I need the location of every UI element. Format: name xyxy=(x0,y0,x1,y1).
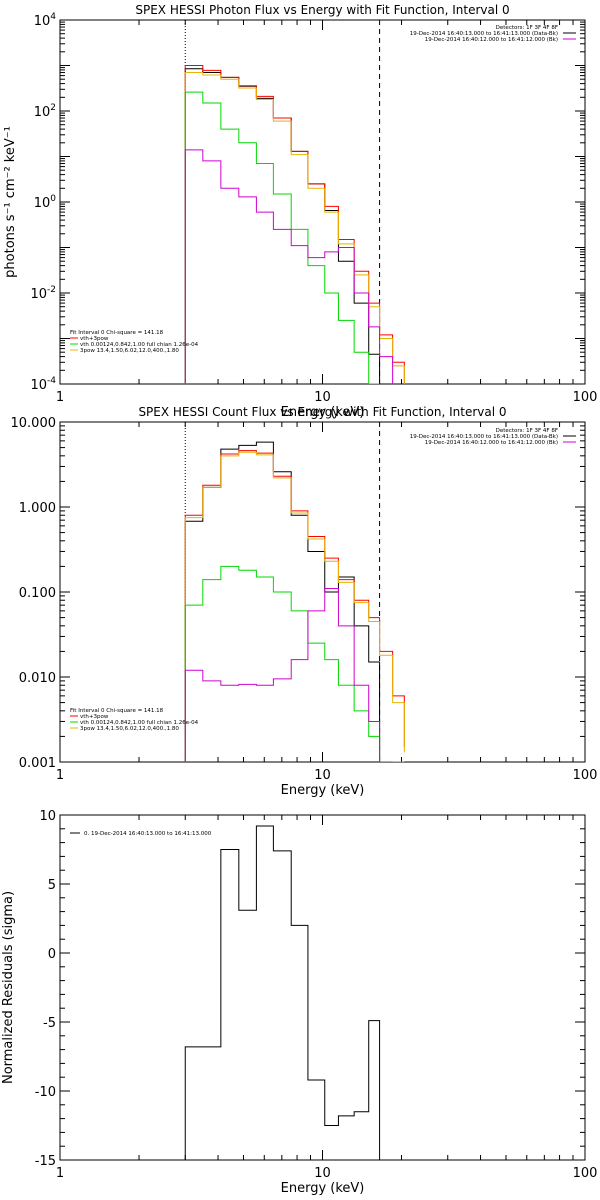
series-magenta-line xyxy=(184,149,394,384)
fit-legend-line: 3pow 13.4,1.50,6.02,12.0,400.,1.80 xyxy=(80,348,179,354)
y-tick-label: 100 xyxy=(34,194,57,211)
y-axis-label: Normalized Residuals (sigma) xyxy=(1,891,16,1084)
series-red-line xyxy=(184,65,405,384)
y-tick-label: 0.010 xyxy=(19,671,56,686)
series-black-line xyxy=(184,825,381,1160)
series-green-line xyxy=(184,91,380,384)
plot-frame xyxy=(59,814,586,1161)
series-green-line xyxy=(184,565,405,762)
y-tick-label: 5 xyxy=(48,878,56,893)
y-tick-label: -5 xyxy=(43,1016,56,1031)
series-black-line xyxy=(184,441,381,762)
series-red-line xyxy=(184,450,405,762)
info-line: 19-Dec-2014 16:40:13.000 to 16:41:13.000… xyxy=(410,434,558,440)
y-tick-label: 0.001 xyxy=(19,756,56,771)
series-yellow-line xyxy=(184,451,405,762)
fit-legend-line: Fit Interval 0 Chi-square = 141.18 xyxy=(70,708,164,714)
fit-legend-line: 3pow 13.4,1.50,6.02,12.0,400.,1.80 xyxy=(80,726,179,732)
chart-panel-2: SPEX HESSI Count Flux vs Energy with Fit… xyxy=(11,405,598,798)
info-line: Detectors: 1F 3F 4F 8F xyxy=(496,428,558,434)
x-axis-label: Energy (keV) xyxy=(281,1181,365,1196)
y-tick-label: -15 xyxy=(35,1154,56,1169)
info-line: Detectors: 1F 3F 4F 8F xyxy=(496,25,558,31)
fit-legend-line: vth+3pow xyxy=(80,336,109,342)
chart-title: SPEX HESSI Count Flux vs Energy with Fit… xyxy=(138,405,506,419)
series-black-line xyxy=(184,68,393,384)
y-tick-label: 104 xyxy=(34,12,57,29)
y-tick-label: 10 xyxy=(39,809,56,824)
x-axis-label: Energy (keV) xyxy=(281,783,365,798)
x-tick-label: 10 xyxy=(314,390,331,405)
x-tick-label: 10 xyxy=(314,768,331,783)
info-line: 19-Dec-2014 16:40:12.000 to 16:41:12.000… xyxy=(425,440,558,446)
chart-title: SPEX HESSI Photon Flux vs Energy with Fi… xyxy=(135,3,509,17)
x-tick-label: 1 xyxy=(56,768,64,783)
chart-panel-3: 1 10 100 Energy (keV) -15 -10 -5 0 5 10 Normalized… xyxy=(1,809,597,1196)
x-tick-label: 10 xyxy=(314,1166,331,1181)
x-tick-label: 1 xyxy=(56,1166,64,1181)
fit-legend-line: vth+3pow xyxy=(80,714,109,720)
fit-legend-line: Fit Interval 0 Chi-square = 141.18 xyxy=(70,330,164,336)
x-tick-label: 1 xyxy=(56,390,64,405)
chart-panel-1: SPEX HESSI Photon Flux vs Energy with Fi… xyxy=(3,3,597,420)
y-tick-label: 0.100 xyxy=(19,586,56,601)
x-axis-label: Energy (keV) xyxy=(281,405,365,420)
series-magenta-line xyxy=(184,587,393,762)
residual-legend-line: 0. 19-Dec-2014 16:40:13.000 to 16:41:13.… xyxy=(84,831,212,837)
x-tick-label: 100 xyxy=(573,1166,598,1181)
y-tick-label: 10-2 xyxy=(30,285,56,302)
y-tick-label: 1.000 xyxy=(19,501,56,516)
y-tick-label: 102 xyxy=(34,103,56,120)
y-tick-label: 10-4 xyxy=(30,376,56,393)
x-tick-label: 100 xyxy=(573,768,598,783)
y-tick-label: 0 xyxy=(48,947,56,962)
info-line: 19-Dec-2014 16:40:12.000 to 16:41:12.000… xyxy=(425,37,558,43)
fit-legend-line: vth 0.00124,0.842,1.00 full chian 1.26e-… xyxy=(80,342,199,348)
x-tick-label: 100 xyxy=(573,390,598,405)
info-line: 19-Dec-2014 16:40:13.000 to 16:41:13.000… xyxy=(410,31,558,37)
series-yellow-line xyxy=(184,72,405,384)
fit-legend-line: vth 0.00124,0.842,1.00 full chian 1.26e-… xyxy=(80,720,199,726)
y-axis-label: photons s⁻¹ cm⁻² keV⁻¹ xyxy=(3,126,18,278)
y-tick-label: -10 xyxy=(35,1085,56,1100)
y-tick-label: 10.000 xyxy=(11,416,57,431)
